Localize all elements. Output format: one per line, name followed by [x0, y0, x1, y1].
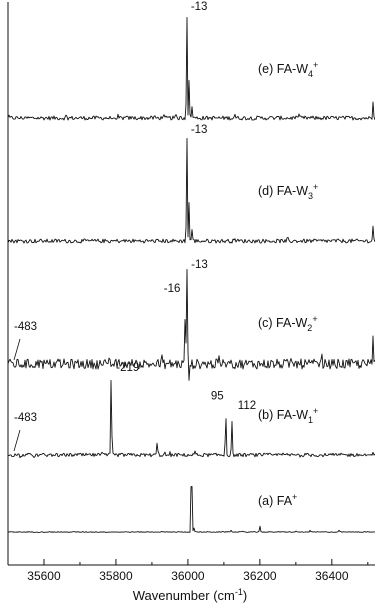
series-line-1: [7, 16, 375, 121]
x-tick-label-36400: 36400: [315, 569, 349, 583]
series-line-3: [7, 269, 375, 381]
x-tick-label-36200: 36200: [243, 569, 277, 583]
peak-label-1-1: -13: [191, 1, 208, 13]
peak-marker-483-4: [13, 429, 21, 452]
peak-label-2-1: -13: [191, 124, 208, 136]
peak-label-4-1: -219: [116, 362, 139, 374]
series-label-4: (b) FA-W1+: [258, 406, 318, 425]
peak-label-3-3: -483: [14, 321, 37, 333]
series-line-5: [7, 486, 375, 533]
x-tick-label-36000: 36000: [171, 569, 205, 583]
x-axis-ticks: 35600 35800 36000 36200 36400: [7, 559, 369, 583]
series-label-1: (e) FA-W4+: [258, 60, 318, 79]
x-axis: 35600 35800 36000 36200 36400 Wavenumber (cm…: [7, 2, 375, 603]
series-line-2: [7, 138, 375, 244]
peak-label-4-4: -483: [14, 412, 37, 424]
series-line-4: [7, 379, 375, 459]
peak-label-3-1: -13: [191, 259, 208, 271]
series-label-5: (a) FA+: [258, 492, 297, 508]
x-axis-title: Wavenumber (cm-1): [133, 587, 247, 603]
x-tick-label-35800: 35800: [99, 569, 133, 583]
series-label-3: (c) FA-W2+: [258, 314, 318, 333]
x-tick-label-35600: 35600: [27, 569, 61, 583]
spectra-traces: [7, 16, 375, 533]
peak-label-3-2: -16: [164, 283, 181, 295]
peak-label-4-2: 95: [211, 391, 224, 403]
spectra-labels: (e) FA-W4+-13(d) FA-W3+-13(c) FA-W2+-13-…: [13, 1, 318, 508]
series-label-2: (d) FA-W3+: [258, 182, 318, 201]
peak-marker-483-3: [13, 338, 21, 361]
peak-label-4-3: 112: [238, 400, 256, 412]
